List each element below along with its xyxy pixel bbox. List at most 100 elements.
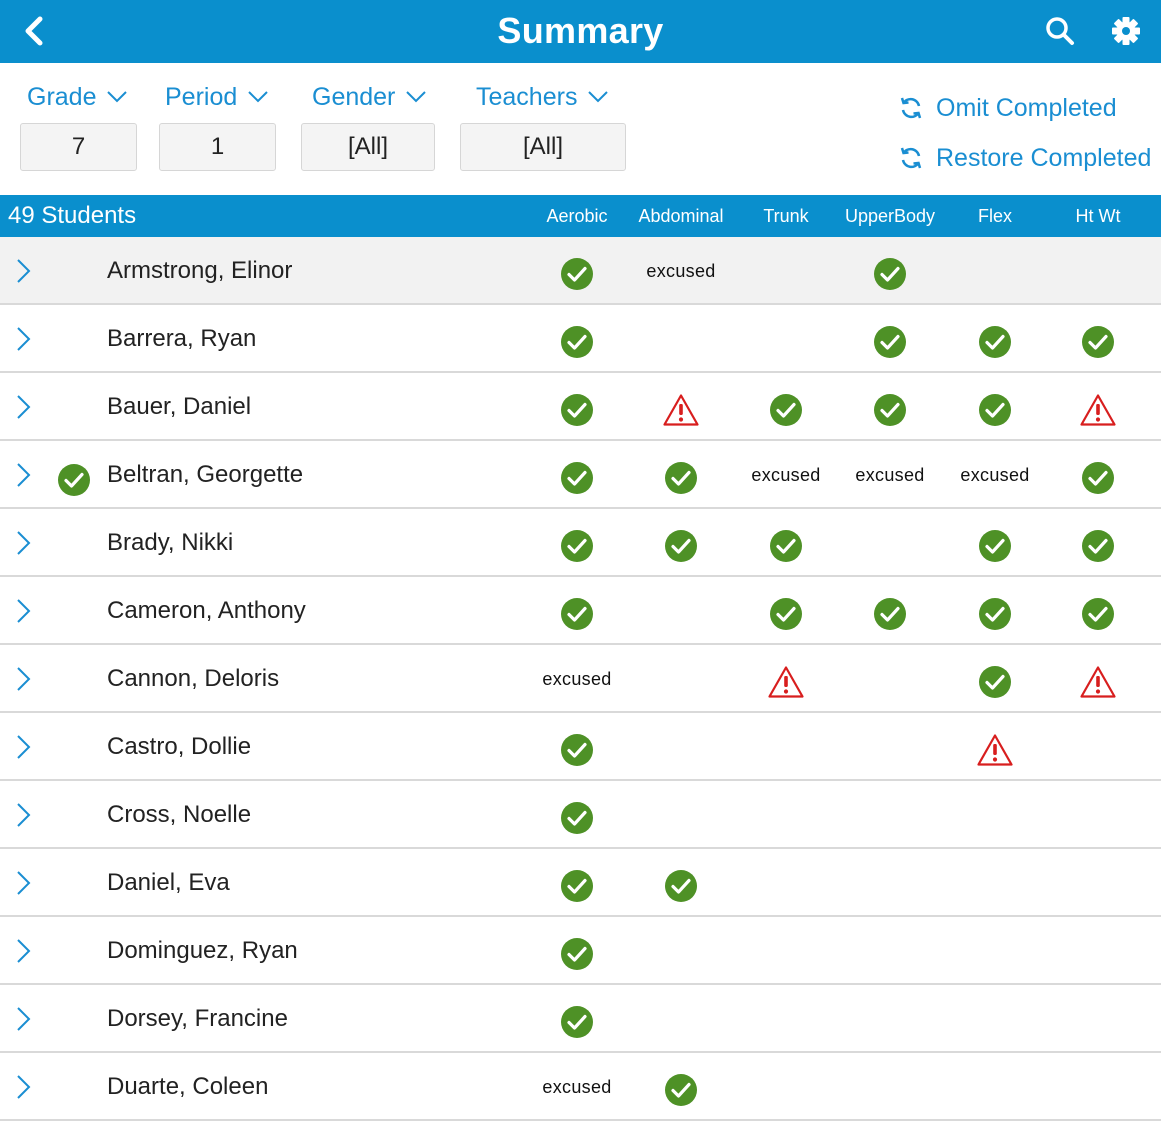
cell-aerobic: excused bbox=[522, 645, 632, 713]
student-name: Dorsey, Francine bbox=[107, 1005, 288, 1032]
teachers-select[interactable]: [All] bbox=[460, 123, 626, 171]
check-circle-icon bbox=[665, 870, 697, 902]
student-name: Beltran, Georgette bbox=[107, 461, 304, 488]
gender-filter-toggle[interactable]: Gender bbox=[312, 80, 427, 114]
cell-trunk: excused bbox=[731, 441, 841, 509]
period-filter-label: Period bbox=[165, 82, 238, 111]
cell-htwt bbox=[1043, 509, 1153, 577]
cell-aerobic bbox=[522, 985, 632, 1053]
cell-aerobic: excused bbox=[522, 1053, 632, 1121]
table-row[interactable]: Barrera, Ryan bbox=[0, 305, 1161, 373]
warning-icon bbox=[977, 734, 1013, 766]
restore-completed-button[interactable]: Restore Completed bbox=[898, 141, 1151, 175]
cell-flex bbox=[940, 305, 1050, 373]
omit-completed-label: Omit Completed bbox=[936, 93, 1117, 122]
search-button[interactable] bbox=[1040, 12, 1080, 52]
student-list: Armstrong, Elinor excused Barrera, Ryan Bau… bbox=[0, 237, 1161, 1121]
period-filter: Period bbox=[165, 80, 269, 114]
table-row[interactable]: Dorsey, Francine bbox=[0, 985, 1161, 1053]
table-row[interactable]: Cannon, Deloris excused bbox=[0, 645, 1161, 713]
teachers-filter-toggle[interactable]: Teachers bbox=[476, 80, 609, 114]
check-circle-icon bbox=[1082, 598, 1114, 630]
check-circle-icon bbox=[979, 530, 1011, 562]
cell-aerobic bbox=[522, 509, 632, 577]
cell-aerobic bbox=[522, 713, 632, 781]
table-row[interactable]: Beltran, Georgette excused excused excused bbox=[0, 441, 1161, 509]
chevron-right-icon bbox=[17, 395, 31, 419]
grade-filter-toggle[interactable]: Grade bbox=[27, 80, 128, 114]
check-circle-icon bbox=[979, 394, 1011, 426]
student-name: Castro, Dollie bbox=[107, 733, 252, 760]
check-circle-icon bbox=[770, 598, 802, 630]
chevron-right-icon bbox=[17, 463, 31, 487]
table-row[interactable]: Bauer, Daniel bbox=[0, 373, 1161, 441]
cell-upperbody bbox=[835, 305, 945, 373]
excused-label: excused bbox=[542, 1076, 612, 1097]
table-row[interactable]: Dominguez, Ryan bbox=[0, 917, 1161, 985]
student-name: Cross, Noelle bbox=[107, 801, 252, 828]
check-circle-icon bbox=[979, 326, 1011, 358]
check-circle-icon bbox=[561, 734, 593, 766]
omit-completed-button[interactable]: Omit Completed bbox=[898, 91, 1117, 125]
table-row[interactable]: Cameron, Anthony bbox=[0, 577, 1161, 645]
grade-select[interactable]: 7 bbox=[20, 123, 137, 171]
check-circle-icon bbox=[1082, 326, 1114, 358]
table-row[interactable]: Armstrong, Elinor excused bbox=[0, 237, 1161, 305]
warning-icon bbox=[663, 394, 699, 426]
chevron-right-icon bbox=[17, 1007, 31, 1031]
check-circle-icon bbox=[665, 530, 697, 562]
check-circle-icon bbox=[561, 462, 593, 494]
table-row[interactable]: Brady, Nikki bbox=[0, 509, 1161, 577]
cell-upperbody bbox=[835, 373, 945, 441]
student-name: Cannon, Deloris bbox=[107, 665, 280, 692]
gear-icon bbox=[1112, 17, 1140, 45]
restore-completed-label: Restore Completed bbox=[936, 143, 1152, 172]
cell-htwt bbox=[1043, 577, 1153, 645]
cell-flex bbox=[940, 509, 1050, 577]
cell-flex bbox=[940, 645, 1050, 713]
gender-filter-label: Gender bbox=[312, 82, 396, 111]
cell-trunk bbox=[731, 509, 841, 577]
cell-htwt bbox=[1043, 305, 1153, 373]
student-name: Duarte, Coleen bbox=[107, 1073, 269, 1100]
gender-select[interactable]: [All] bbox=[301, 123, 435, 171]
check-circle-icon bbox=[979, 666, 1011, 698]
cell-abdominal bbox=[626, 1053, 736, 1121]
table-row[interactable]: Cross, Noelle bbox=[0, 781, 1161, 849]
settings-button[interactable] bbox=[1106, 12, 1146, 52]
check-circle-icon bbox=[1082, 530, 1114, 562]
excused-label: excused bbox=[960, 464, 1030, 485]
teachers-filter-label: Teachers bbox=[476, 82, 578, 111]
student-name: Armstrong, Elinor bbox=[107, 257, 293, 284]
cell-flex bbox=[940, 373, 1050, 441]
student-name: Barrera, Ryan bbox=[107, 325, 257, 352]
grade-filter: Grade bbox=[27, 80, 128, 114]
cell-aerobic bbox=[522, 373, 632, 441]
table-row[interactable]: Duarte, Coleen excused bbox=[0, 1053, 1161, 1121]
excused-label: excused bbox=[751, 464, 821, 485]
period-filter-toggle[interactable]: Period bbox=[165, 80, 269, 114]
app-header: Summary bbox=[0, 0, 1161, 63]
excused-label: excused bbox=[646, 260, 716, 281]
check-circle-icon bbox=[665, 1074, 697, 1106]
chevron-down-icon bbox=[406, 91, 427, 103]
chevron-right-icon bbox=[17, 599, 31, 623]
warning-icon bbox=[1080, 666, 1116, 698]
check-circle-icon bbox=[874, 326, 906, 358]
refresh-icon bbox=[900, 147, 922, 169]
column-header-aerobic: Aerobic bbox=[546, 206, 608, 226]
search-icon bbox=[1046, 17, 1074, 45]
check-circle-icon bbox=[561, 598, 593, 630]
table-row[interactable]: Daniel, Eva bbox=[0, 849, 1161, 917]
chevron-right-icon bbox=[17, 1075, 31, 1099]
table-row[interactable]: Castro, Dollie bbox=[0, 713, 1161, 781]
check-circle-icon bbox=[1082, 462, 1114, 494]
cell-abdominal bbox=[626, 849, 736, 917]
cell-htwt bbox=[1043, 645, 1153, 713]
period-select[interactable]: 1 bbox=[159, 123, 276, 171]
back-button[interactable] bbox=[16, 12, 56, 52]
column-header-htwt: Ht Wt bbox=[1075, 206, 1121, 226]
chevron-right-icon bbox=[17, 327, 31, 351]
cell-trunk bbox=[731, 645, 841, 713]
cell-aerobic bbox=[522, 917, 632, 985]
